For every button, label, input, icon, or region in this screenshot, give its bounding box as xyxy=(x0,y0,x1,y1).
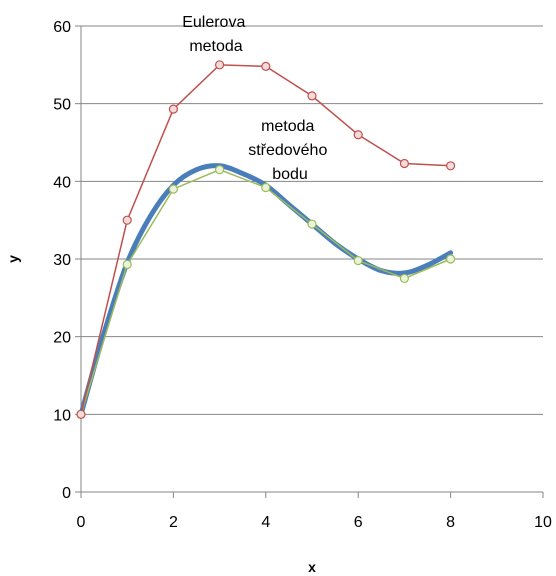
annotation-midpoint-line-3: bodu xyxy=(272,166,308,183)
series-2-point xyxy=(122,215,132,225)
annotation-midpoint: metoda středového bodu xyxy=(248,118,332,183)
series-2-point xyxy=(446,161,456,171)
ticks xyxy=(75,25,544,498)
series-0-line xyxy=(78,163,454,417)
x-axis-title: x xyxy=(308,559,316,575)
series-2-point xyxy=(353,130,363,140)
series-2-point xyxy=(215,60,225,70)
series-1-point xyxy=(261,182,271,193)
series-2-point xyxy=(76,409,86,419)
y-tick-label: 50 xyxy=(53,97,71,114)
y-tick-label: 20 xyxy=(53,330,71,347)
annotation-euler-line-2: metoda xyxy=(189,38,242,55)
y-tick-label: 60 xyxy=(53,19,71,36)
series-1-point xyxy=(307,219,317,229)
gridlines xyxy=(81,25,543,415)
x-tick-label: 2 xyxy=(169,514,178,531)
y-tick-label: 10 xyxy=(53,407,71,424)
tick-labels: 0 10 20 30 40 50 60 0 2 4 6 8 10 xyxy=(53,19,552,531)
x-tick-label: 10 xyxy=(534,514,552,531)
x-tick-label: 4 xyxy=(261,514,270,531)
y-axis-title: y xyxy=(5,255,21,263)
annotation-midpoint-line-1: metoda xyxy=(261,118,314,135)
x-tick-label: 0 xyxy=(77,514,86,531)
annotation-midpoint-line-2: středového xyxy=(248,142,327,159)
series-1-point xyxy=(215,165,225,175)
series-1-point xyxy=(122,259,132,270)
series-1-point xyxy=(399,273,409,284)
series-2-point xyxy=(261,61,271,71)
x-tick-label: 8 xyxy=(446,514,455,531)
series-2-point xyxy=(168,104,178,114)
series-1-point xyxy=(446,254,456,264)
series-2-point xyxy=(399,158,409,169)
y-tick-label: 0 xyxy=(62,485,71,502)
x-tick-label: 6 xyxy=(354,514,363,531)
y-tick-label: 40 xyxy=(53,174,71,191)
series-layer xyxy=(76,60,456,419)
series-2-point xyxy=(307,91,317,101)
series-1-line xyxy=(80,168,451,415)
series-1-point xyxy=(353,255,363,266)
series-1-point xyxy=(168,184,178,194)
annotation-euler-line-1: Eulerova xyxy=(182,14,245,31)
annotation-euler: Eulerova metoda xyxy=(182,14,250,55)
y-tick-label: 30 xyxy=(53,252,71,269)
